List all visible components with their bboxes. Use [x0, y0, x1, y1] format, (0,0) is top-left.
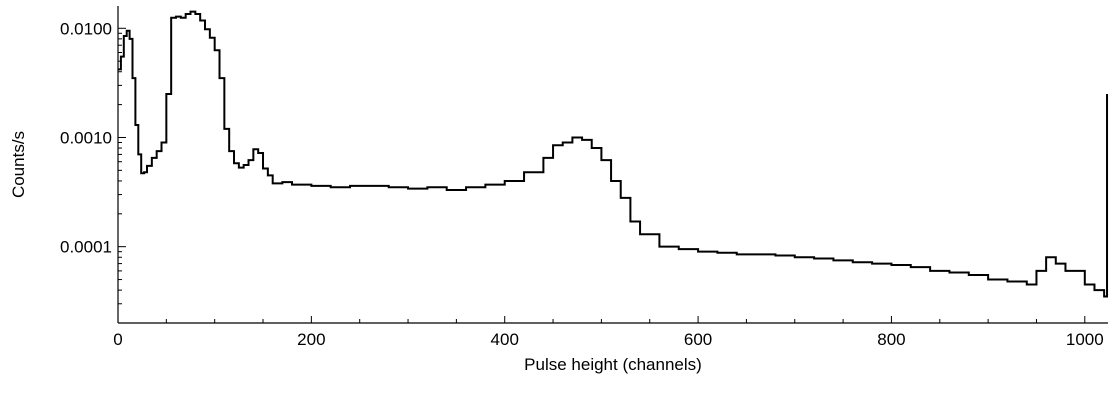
labels: Pulse height (channels) Counts/s — [9, 131, 702, 374]
x-tick-label: 200 — [297, 330, 325, 349]
x-tick-label: 1000 — [1066, 330, 1104, 349]
series-group — [118, 10, 1109, 298]
y-axis-title: Counts/s — [9, 131, 28, 198]
y-tick-label: 0.0001 — [60, 238, 112, 257]
series-line-0 — [118, 10, 1109, 298]
axes: 0 200 400 600 800 1000 0.0001 0.0010 0.0100 — [60, 6, 1108, 349]
y-tick-label: 0.0100 — [60, 19, 112, 38]
x-tick-label: 800 — [877, 330, 905, 349]
x-axis-title: Pulse height (channels) — [524, 355, 702, 374]
x-tick-label: 600 — [684, 330, 712, 349]
x-tick-label: 0 — [113, 330, 122, 349]
y-tick-label: 0.0010 — [60, 128, 112, 147]
x-tick-label: 400 — [491, 330, 519, 349]
